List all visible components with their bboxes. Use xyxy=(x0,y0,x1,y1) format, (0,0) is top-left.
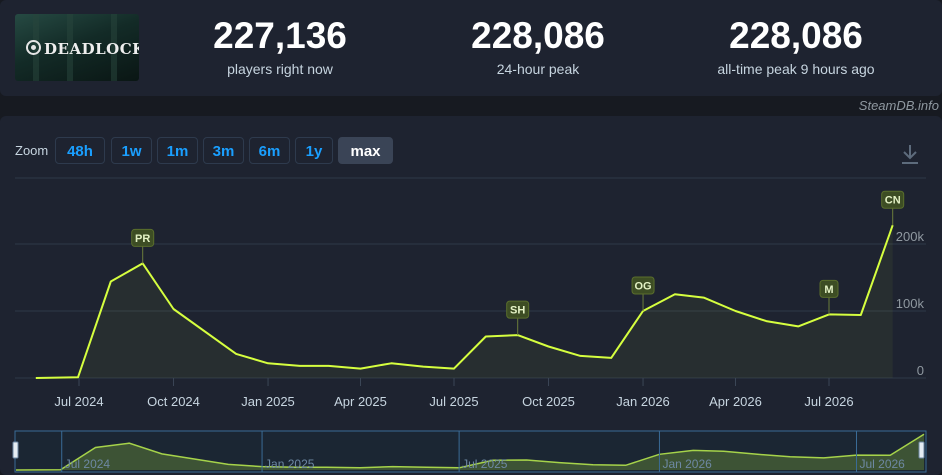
zoom-3m-button[interactable]: 3m xyxy=(203,137,244,164)
stat-24h-peak: 228,086 24-hour peak xyxy=(423,14,653,77)
stat-current-players: 227,136 players right now xyxy=(165,14,395,77)
player-count-line xyxy=(35,224,894,379)
stat-value: 228,086 xyxy=(729,15,863,56)
annotation-flag[interactable] xyxy=(819,279,839,298)
x-tick-label: Oct 2025 xyxy=(522,394,575,409)
x-tick-label: Jan 2026 xyxy=(616,394,670,409)
annotation-label[interactable]: M xyxy=(824,284,833,296)
steamdb-credit[interactable]: SteamDB.info xyxy=(858,98,939,113)
annotation-label[interactable]: OG xyxy=(634,281,651,293)
logo-beam xyxy=(67,14,73,81)
game-logo[interactable]: DEADLOCK xyxy=(15,14,139,81)
navigator-tick-label: Jul 2024 xyxy=(65,457,111,471)
navigator-line xyxy=(15,433,925,471)
annotation-flag[interactable] xyxy=(131,228,155,247)
x-tick-label: Jul 2024 xyxy=(54,394,103,409)
annotation-label[interactable]: CN xyxy=(885,195,901,207)
annotation-flag[interactable] xyxy=(506,300,530,319)
stat-value: 228,086 xyxy=(471,15,605,56)
x-tick-label: Apr 2026 xyxy=(709,394,762,409)
y-tick-label: 200k xyxy=(896,229,925,244)
zoom-label: Zoom xyxy=(15,143,49,158)
chart-panel xyxy=(0,116,942,475)
zoom-48h-button[interactable]: 48h xyxy=(55,137,105,164)
y-tick-label: 0 xyxy=(917,363,924,378)
logo-beam xyxy=(111,14,117,81)
navigator-tick-label: Jul 2025 xyxy=(462,457,508,471)
download-icon[interactable] xyxy=(900,143,920,165)
navigator-handle-right[interactable] xyxy=(918,441,925,459)
x-tick-label: Jul 2026 xyxy=(804,394,853,409)
zoom-max-button[interactable]: max xyxy=(338,137,393,164)
x-tick-label: Jan 2025 xyxy=(241,394,295,409)
logo-text: DEADLOCK xyxy=(44,40,139,58)
x-tick-label: Jul 2025 xyxy=(429,394,478,409)
stat-label: players right now xyxy=(227,61,333,77)
annotation-flag[interactable] xyxy=(881,190,905,209)
y-tick-label: 100k xyxy=(896,296,925,311)
stats-panel: DEADLOCK 227,136 players right now 228,0… xyxy=(0,0,942,96)
zoom-1m-button[interactable]: 1m xyxy=(157,137,198,164)
x-tick-label: Apr 2025 xyxy=(334,394,387,409)
stat-all-time-peak: 228,086 all-time peak 9 hours ago xyxy=(681,14,911,77)
annotation-label[interactable]: PR xyxy=(135,233,150,245)
navigator-tick-label: Jan 2026 xyxy=(662,457,712,471)
logo-emblem-icon xyxy=(26,40,41,55)
navigator-tick-label: Jan 2025 xyxy=(265,457,315,471)
zoom-6m-button[interactable]: 6m xyxy=(249,137,290,164)
annotation-flag[interactable] xyxy=(631,276,655,295)
stat-label: 24-hour peak xyxy=(496,61,580,77)
series-area xyxy=(35,225,893,378)
stat-value: 227,136 xyxy=(213,15,347,56)
navigator-tick-label: Jul 2026 xyxy=(859,457,905,471)
zoom-1w-button[interactable]: 1w xyxy=(111,137,152,164)
stat-label: all-time peak 9 hours ago xyxy=(717,61,875,77)
zoom-1y-button[interactable]: 1y xyxy=(295,137,333,164)
navigator-handle-left[interactable] xyxy=(12,441,19,459)
x-tick-label: Oct 2024 xyxy=(147,394,200,409)
annotation-label[interactable]: SH xyxy=(510,305,525,317)
navigator-area xyxy=(16,434,924,470)
